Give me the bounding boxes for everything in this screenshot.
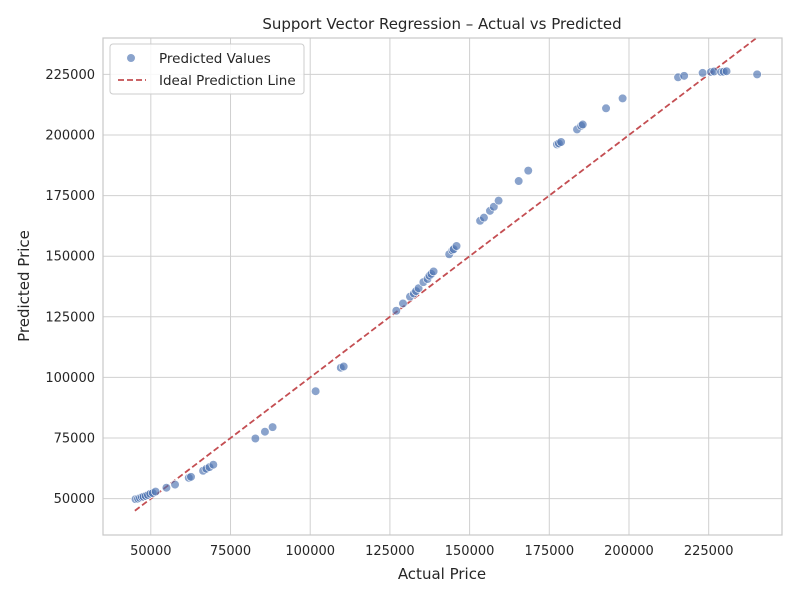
data-point: [494, 196, 504, 206]
data-point: [618, 93, 628, 103]
data-point: [170, 479, 180, 490]
data-point: [489, 202, 499, 212]
data-point: [679, 71, 689, 81]
plot-area: [103, 38, 782, 535]
data-point: [698, 68, 708, 78]
chart-title: Support Vector Regression – Actual vs Pr…: [262, 15, 621, 33]
x-tick-label: 225000: [684, 544, 734, 559]
data-point: [556, 137, 566, 147]
x-tick-label: 200000: [604, 544, 654, 559]
x-tick-label: 125000: [365, 544, 415, 559]
legend-label-ideal: Ideal Prediction Line: [159, 73, 296, 89]
x-tick-label: 50000: [130, 544, 171, 559]
ideal-line-group: [134, 37, 758, 512]
data-point: [479, 213, 489, 223]
y-tick-labels: 50000 75000 100000 125000 150000 175000 200000…: [45, 68, 95, 507]
plot-frame: [102, 37, 783, 536]
x-axis-label: Actual Price: [398, 565, 486, 583]
data-point: [208, 460, 218, 470]
data-point: [260, 427, 270, 437]
data-point: [339, 361, 349, 372]
data-point: [413, 283, 424, 293]
y-tick-label: 150000: [45, 250, 95, 265]
data-point: [428, 266, 439, 277]
y-axis-label: Predicted Price: [15, 230, 33, 342]
y-tick-label: 50000: [54, 492, 95, 507]
y-tick-label: 200000: [45, 128, 95, 143]
data-point: [186, 472, 196, 482]
legend: Predicted Values Ideal Prediction Line: [109, 43, 305, 95]
y-tick-label: 125000: [45, 310, 95, 325]
data-point: [578, 119, 588, 130]
data-point: [267, 422, 278, 432]
data-point: [752, 69, 762, 79]
data-point: [601, 103, 611, 113]
ideal-prediction-line: [134, 37, 758, 512]
data-point: [721, 66, 732, 76]
x-tick-label: 150000: [445, 544, 495, 559]
data-point: [311, 386, 321, 396]
x-tick-label: 75000: [210, 544, 251, 559]
y-tick-label: 100000: [45, 371, 95, 386]
scatter-points: [130, 66, 762, 504]
legend-label-predicted: Predicted Values: [159, 51, 271, 67]
y-tick-label: 175000: [45, 189, 95, 204]
legend-box: [109, 43, 305, 95]
data-point: [391, 306, 401, 316]
data-point: [398, 298, 408, 309]
data-point: [250, 433, 260, 444]
x-tick-label: 100000: [285, 544, 335, 559]
legend-marker-predicted: [126, 53, 136, 63]
y-tick-label: 75000: [54, 432, 95, 447]
x-tick-labels: 50000 75000 100000 125000 150000 175000 200000…: [130, 544, 733, 559]
x-tick-label: 175000: [524, 544, 574, 559]
grid: [103, 38, 782, 535]
data-point: [150, 487, 161, 497]
data-point: [451, 241, 462, 251]
data-point: [161, 483, 172, 493]
data-point: [523, 166, 533, 176]
y-tick-label: 225000: [45, 68, 95, 83]
data-point: [514, 176, 524, 186]
